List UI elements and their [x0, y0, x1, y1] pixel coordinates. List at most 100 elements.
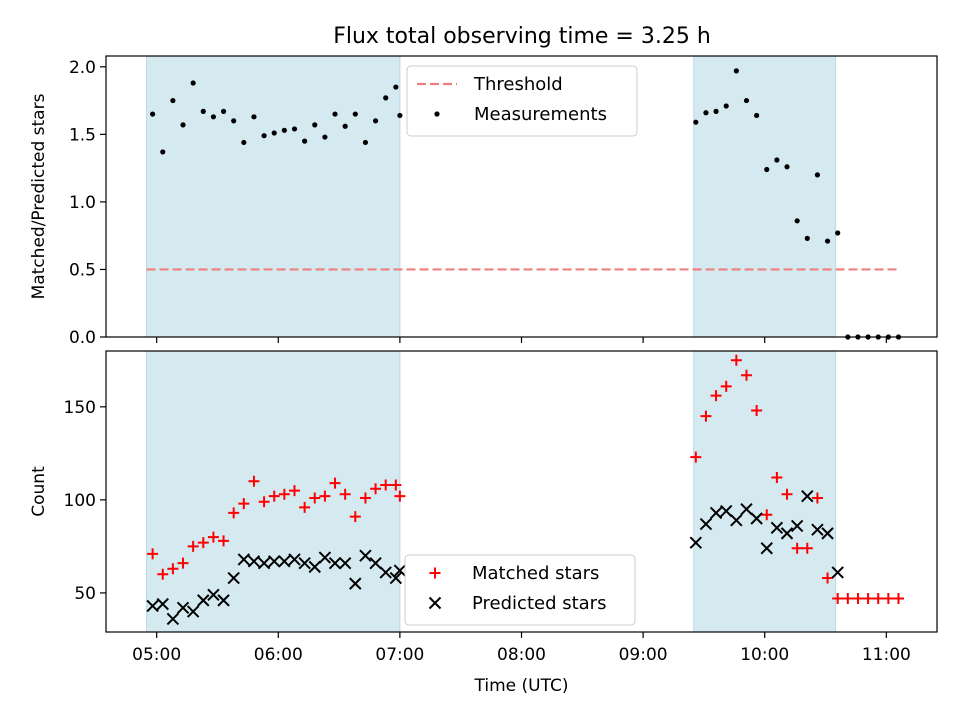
measurement-point — [814, 172, 821, 178]
predicted-stars-point — [699, 517, 713, 531]
matched-stars-point — [278, 488, 290, 500]
measurement-point — [312, 122, 318, 128]
measurement-point — [703, 110, 709, 116]
matched-stars-point — [147, 548, 159, 560]
measurement-point — [774, 157, 780, 163]
x-tick-label: 10:00 — [740, 645, 789, 665]
chart-title: Flux total observing time = 3.25 h — [333, 24, 711, 49]
measurement-point — [835, 230, 841, 236]
predicted-stars-point — [730, 514, 743, 527]
measurement-point — [220, 108, 227, 114]
predicted-stars-point — [338, 556, 352, 570]
matched-stars-point — [339, 488, 351, 500]
matched-stars-point — [811, 492, 823, 504]
legend-bottom: Matched stars Predicted stars — [404, 554, 636, 626]
predicted-stars-point — [288, 553, 301, 566]
measurement-point — [362, 139, 369, 146]
measurement-point — [743, 97, 750, 104]
top-panel: 0.0 0.5 1.0 1.5 2.0 Matched/Predicted stars Th… — [29, 55, 938, 348]
predicted-stars-point — [821, 527, 834, 540]
matched-stars-point — [852, 593, 864, 605]
measurement-point — [251, 114, 257, 120]
measurement-point — [824, 238, 831, 244]
matched-stars-point — [872, 593, 884, 605]
predicted-stars-point — [247, 555, 261, 568]
measurement-point — [332, 111, 338, 117]
measurement-point — [231, 118, 237, 124]
x-tick-label: 07:00 — [375, 645, 424, 665]
predicted-stars-point — [780, 527, 794, 540]
matched-stars-point — [781, 488, 793, 500]
measurement-point — [302, 138, 308, 144]
y-tick-label: 2.0 — [69, 58, 96, 78]
matched-stars-point — [394, 490, 406, 502]
measurement-point — [794, 218, 800, 224]
measurement-point — [397, 112, 403, 119]
predicted-stars-point — [359, 549, 372, 562]
measurement-point — [693, 119, 699, 125]
predicted-stars-point — [207, 588, 220, 601]
predicted-stars-point — [227, 571, 240, 585]
predicted-stars-point — [328, 556, 342, 570]
observing-interval-bottom-2 — [693, 350, 837, 633]
y-tick-label: 100 — [64, 491, 96, 511]
predicted-stars-point — [146, 599, 159, 613]
measurement-point — [160, 149, 166, 155]
y-axis-label: Count — [29, 466, 49, 517]
predicted-stars-point — [790, 519, 804, 533]
predicted-stars-point — [237, 553, 251, 566]
matched-stars-point — [882, 593, 894, 605]
measurement-point — [170, 97, 176, 104]
matched-stars-point — [390, 479, 402, 491]
matched-stars-point — [720, 380, 732, 392]
measurement-point — [180, 122, 186, 128]
matched-stars-point — [309, 492, 321, 504]
predicted-stars-point — [257, 556, 271, 570]
matched-stars-point — [771, 472, 783, 484]
measurement-point — [784, 164, 790, 170]
legend-label: Measurements — [474, 104, 607, 125]
predicted-stars-point — [379, 566, 392, 579]
x-axis-label: Time (UTC) — [474, 676, 569, 696]
matched-stars-point — [228, 507, 240, 519]
legend-predicted-swatch — [428, 596, 442, 610]
predicted-stars-point — [186, 605, 200, 618]
measurement-point — [281, 127, 287, 133]
legend-box — [406, 65, 638, 137]
legend-matched-swatch — [429, 567, 441, 579]
matched-stars-point — [187, 540, 199, 552]
x-tick-label: 11:00 — [862, 645, 911, 665]
measurement-point — [342, 123, 348, 129]
predicted-stars-point — [689, 536, 703, 549]
matched-stars-point — [288, 485, 300, 497]
predicted-stars-point — [349, 577, 362, 590]
predicted-stars-point — [156, 597, 169, 611]
measurement-point — [150, 111, 156, 117]
predicted-stars-point — [176, 601, 190, 615]
measurement-point — [383, 95, 389, 101]
measurement-point — [261, 133, 267, 139]
measurement-point — [271, 130, 277, 136]
matched-stars-point — [167, 563, 179, 575]
legend-measurement-swatch — [434, 111, 440, 117]
matched-stars-point — [740, 369, 752, 381]
matched-stars-point — [177, 557, 189, 569]
predicted-stars-point — [770, 521, 784, 534]
matched-stars-point — [197, 537, 209, 549]
predicted-stars-point — [393, 564, 407, 577]
observing-interval-top-2 — [693, 55, 837, 338]
measurement-point — [713, 108, 719, 114]
matched-stars-point — [299, 501, 311, 513]
predicted-stars-point — [268, 555, 281, 568]
predicted-stars-point — [740, 502, 753, 516]
y-tick-label: 1.5 — [69, 125, 96, 145]
observing-interval-top-1 — [146, 55, 401, 338]
y-tick-label: 0.5 — [69, 260, 96, 280]
matched-stars-point — [700, 410, 712, 422]
matched-stars-point — [238, 498, 250, 510]
predicted-stars-point — [278, 555, 291, 568]
predicted-stars-point — [831, 566, 844, 579]
predicted-stars-point — [308, 560, 321, 574]
predicted-stars-point — [217, 594, 230, 607]
